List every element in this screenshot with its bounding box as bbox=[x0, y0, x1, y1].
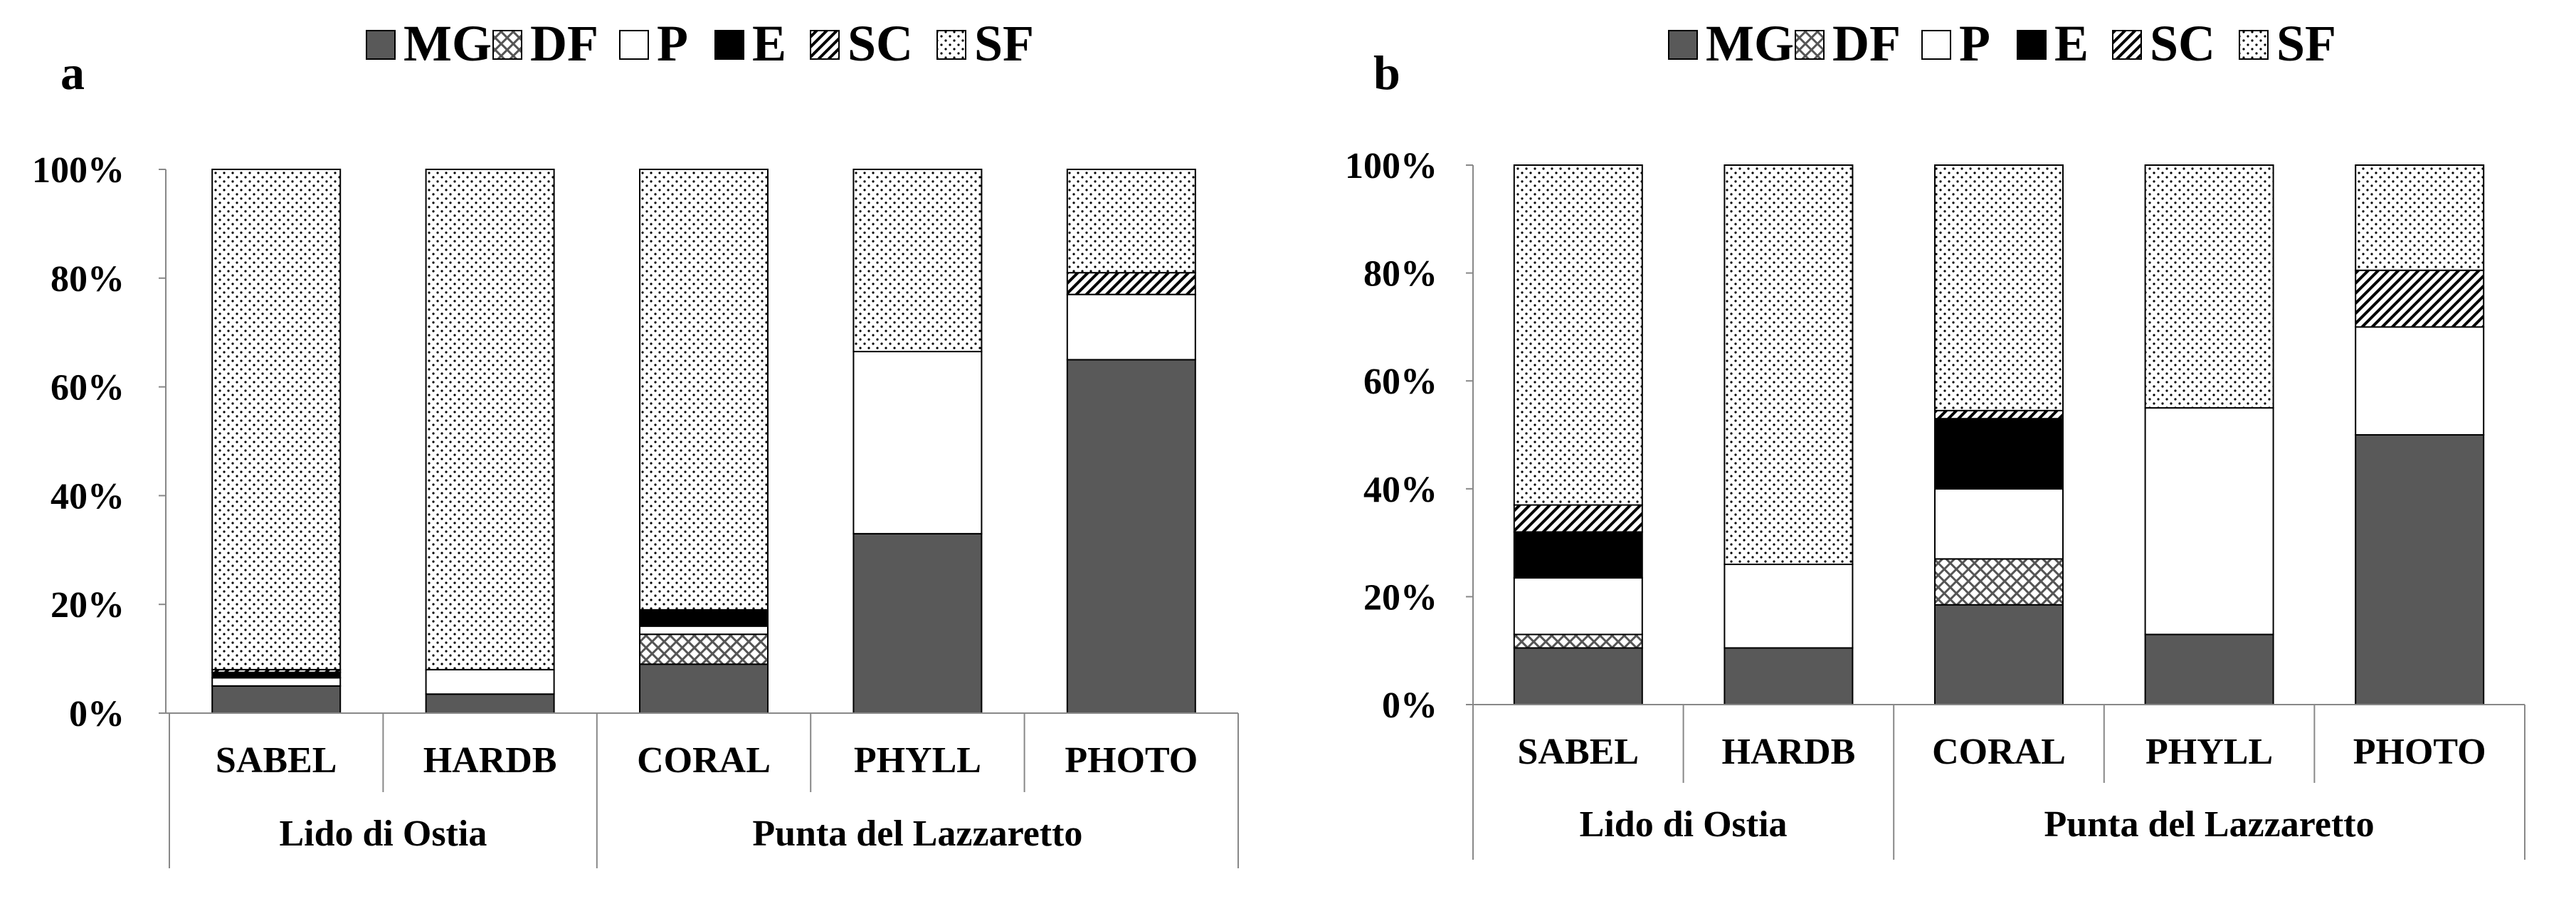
legend-swatch-sf-a bbox=[936, 30, 966, 60]
x-tick-label-photo: PHOTO bbox=[1065, 740, 1198, 781]
bar-segment-sf-photo bbox=[2355, 164, 2485, 271]
bar-segment-p-coral bbox=[639, 625, 769, 636]
bar-segment-sf-photo bbox=[1066, 169, 1196, 274]
legend-swatch-df-a bbox=[492, 30, 522, 60]
group-label: Punta del Lazzaretto bbox=[752, 813, 1082, 854]
legend-label-mg-a: MG bbox=[403, 15, 492, 72]
legend-swatch-e-b bbox=[2017, 30, 2047, 60]
y-tick-label: 100% bbox=[1345, 146, 1437, 186]
bar-segment-p-sabel bbox=[1513, 576, 1643, 636]
bar-segment-e-sabel bbox=[1513, 531, 1643, 579]
group-label: Lido di Ostia bbox=[279, 813, 487, 854]
legend-label-mg-b: MG bbox=[1706, 15, 1794, 72]
legend-swatch-mg-b bbox=[1668, 30, 1698, 60]
bar-segment-p-photo bbox=[1066, 293, 1196, 361]
bar-segment-sc-coral bbox=[1934, 409, 2064, 420]
panel-label-b: b bbox=[1373, 46, 1400, 100]
group-label: Lido di Ostia bbox=[1580, 804, 1788, 845]
bar-segment-sf-hardb bbox=[425, 169, 555, 670]
legend-label-sc-a: SC bbox=[848, 15, 913, 72]
bar-segment-sf-phyll bbox=[2144, 164, 2274, 409]
legend-label-e-b: E bbox=[2054, 15, 2089, 72]
bar-segment-df-coral bbox=[1934, 558, 2064, 606]
bar-segment-mg-hardb bbox=[1724, 647, 1854, 705]
bar-segment-sf-coral bbox=[1934, 164, 2064, 411]
x-tick-label-sabel: SABEL bbox=[216, 740, 337, 781]
bar-segment-p-phyll bbox=[2144, 407, 2274, 636]
y-tick-label: 80% bbox=[1363, 254, 1437, 295]
legend-swatch-mg-a bbox=[366, 30, 396, 60]
x-tick-label-coral: CORAL bbox=[637, 740, 771, 781]
legend-swatch-p-b bbox=[1921, 30, 1951, 60]
legend-swatch-p-a bbox=[619, 30, 649, 60]
bar-segment-df-coral bbox=[639, 633, 769, 665]
legend-swatch-sc-a bbox=[810, 30, 840, 60]
legend-swatch-sf-b bbox=[2239, 30, 2269, 60]
bar-segment-sf-sabel bbox=[1513, 164, 1643, 506]
legend-label-df-a: DF bbox=[530, 15, 598, 72]
bar-segment-mg-phyll bbox=[2144, 633, 2274, 706]
legend-label-sf-a: SF bbox=[974, 15, 1034, 72]
bar-segment-mg-coral bbox=[1934, 604, 2064, 706]
y-tick-label: 20% bbox=[51, 585, 125, 626]
x-tick-label-hardb: HARDB bbox=[1722, 732, 1856, 772]
group-label: Punta del Lazzaretto bbox=[2044, 804, 2375, 845]
bar-segment-sf-sabel bbox=[211, 169, 342, 670]
legend-label-e-a: E bbox=[752, 15, 786, 72]
legend-swatch-e-a bbox=[714, 30, 744, 60]
bar-segment-mg-coral bbox=[639, 663, 769, 714]
bar-segment-df-sabel bbox=[1513, 633, 1643, 649]
bar-segment-e-coral bbox=[639, 609, 769, 627]
legend-swatch-sc-b bbox=[2112, 30, 2142, 60]
bar-segment-sc-photo bbox=[1066, 272, 1196, 295]
bar-segment-mg-phyll bbox=[852, 532, 983, 714]
bar-segment-mg-sabel bbox=[1513, 647, 1643, 705]
y-tick-label: 40% bbox=[51, 476, 125, 517]
legend-label-p-a: P bbox=[657, 15, 688, 72]
bar-segment-mg-photo bbox=[1066, 359, 1196, 714]
legend-swatch-df-b bbox=[1795, 30, 1825, 60]
bar-segment-sc-sabel bbox=[1513, 504, 1643, 533]
legend-label-sf-b: SF bbox=[2276, 15, 2336, 72]
y-tick-label: 40% bbox=[1363, 470, 1437, 510]
bar-segment-sc-photo bbox=[2355, 269, 2485, 328]
y-tick-label: 0% bbox=[1382, 685, 1437, 726]
bar-segment-sf-phyll bbox=[852, 169, 983, 352]
legend-label-sc-b: SC bbox=[2150, 15, 2215, 72]
chart-panel-a: a MG DF P E SC SF 0% 20% 40% 60% 80% 100% SABEL HARDB C… bbox=[32, 15, 1239, 868]
x-tick-label-coral: CORAL bbox=[1932, 732, 2066, 772]
x-tick-label-sabel: SABEL bbox=[1518, 732, 1640, 772]
bar-segment-p-photo bbox=[2355, 326, 2485, 436]
y-tick-label: 0% bbox=[69, 694, 125, 734]
x-tick-label-phyll: PHYLL bbox=[854, 740, 981, 781]
bar-segment-p-sabel bbox=[211, 677, 342, 687]
bar-segment-p-hardb bbox=[1724, 563, 1854, 649]
y-tick-label: 100% bbox=[32, 150, 125, 191]
bar-segment-e-sabel bbox=[211, 671, 342, 679]
bar-segment-sf-hardb bbox=[1724, 164, 1854, 565]
y-tick-label: 60% bbox=[1363, 362, 1437, 402]
bar-segment-e-coral bbox=[1934, 418, 2064, 490]
x-tick-label-photo: PHOTO bbox=[2353, 732, 2486, 772]
bar-segment-mg-photo bbox=[2355, 434, 2485, 705]
legend-label-p-b: P bbox=[1959, 15, 1990, 72]
legend-label-df-b: DF bbox=[1832, 15, 1901, 72]
bar-segment-p-hardb bbox=[425, 668, 555, 695]
bar-segment-mg-sabel bbox=[211, 685, 342, 714]
bar-segment-p-coral bbox=[1934, 488, 2064, 560]
y-tick-label: 20% bbox=[1363, 577, 1437, 618]
bar-segment-mg-hardb bbox=[425, 693, 555, 715]
x-tick-label-phyll: PHYLL bbox=[2145, 732, 2273, 772]
x-tick-label-hardb: HARDB bbox=[423, 740, 557, 781]
y-tick-label: 60% bbox=[51, 368, 125, 409]
panel-label-a: a bbox=[60, 46, 85, 100]
bar-segment-p-phyll bbox=[852, 350, 983, 534]
bar-segment-sf-coral bbox=[639, 169, 769, 611]
y-tick-label: 80% bbox=[51, 259, 125, 300]
chart-panel-b: b MG DF P E SC SF 0% 20% 40% 60% 80% 100% SABEL HARDB C… bbox=[1345, 15, 2525, 860]
